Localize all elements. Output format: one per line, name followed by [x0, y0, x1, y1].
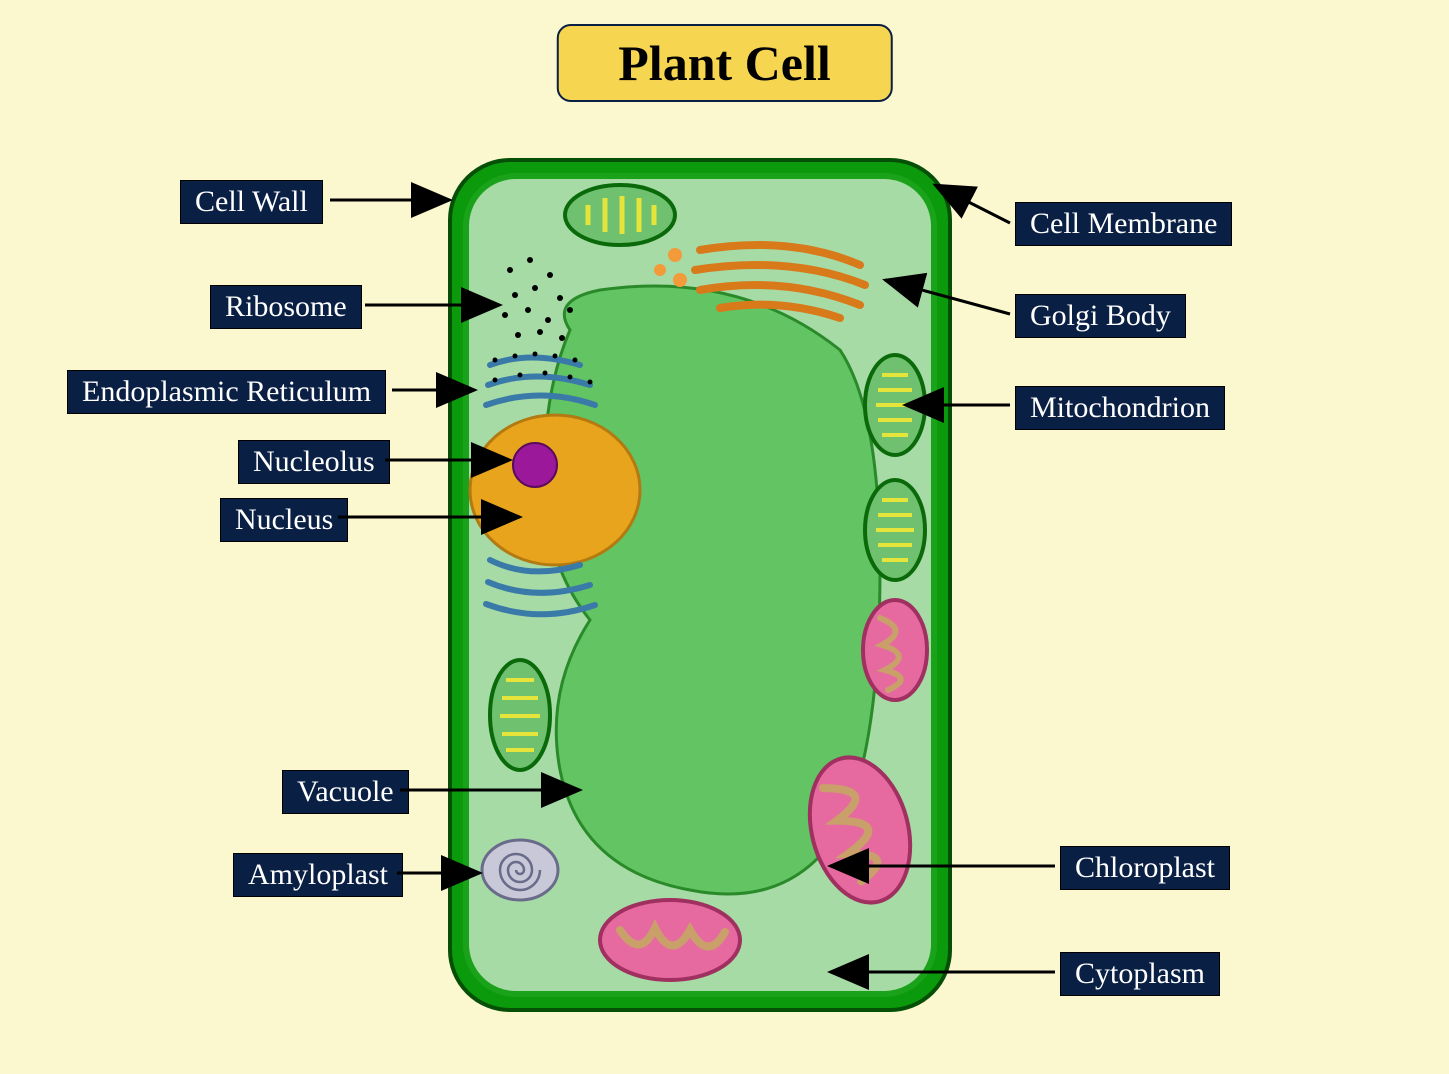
label-cell-membrane: Cell Membrane: [1015, 202, 1232, 246]
label-endoplasmic-reticulum: Endoplasmic Reticulum: [67, 370, 386, 414]
chloroplast-right-2: [865, 480, 925, 580]
label-vacuole: Vacuole: [282, 770, 409, 814]
chloroplast-right-1: [865, 355, 925, 455]
label-cell-wall: Cell Wall: [180, 180, 323, 224]
chloroplast-left: [490, 660, 550, 770]
label-mitochondrion: Mitochondrion: [1015, 386, 1225, 430]
top-chloroplast-shape: [565, 185, 675, 245]
mito-bottom: [600, 900, 740, 980]
label-nucleus: Nucleus: [220, 498, 348, 542]
label-golgi-body: Golgi Body: [1015, 294, 1186, 338]
label-cytoplasm: Cytoplasm: [1060, 952, 1220, 996]
cell-diagram: [440, 150, 960, 1020]
diagram-title: Plant Cell: [556, 24, 892, 102]
label-ribosome: Ribosome: [210, 285, 362, 329]
label-chloroplast: Chloroplast: [1060, 846, 1230, 890]
mito-right-1: [863, 600, 927, 700]
amyloplast-shape: [482, 840, 558, 900]
label-nucleolus: Nucleolus: [238, 440, 390, 484]
label-amyloplast: Amyloplast: [233, 853, 403, 897]
nucleus-shape: [470, 415, 640, 565]
nucleolus-shape: [513, 443, 557, 487]
